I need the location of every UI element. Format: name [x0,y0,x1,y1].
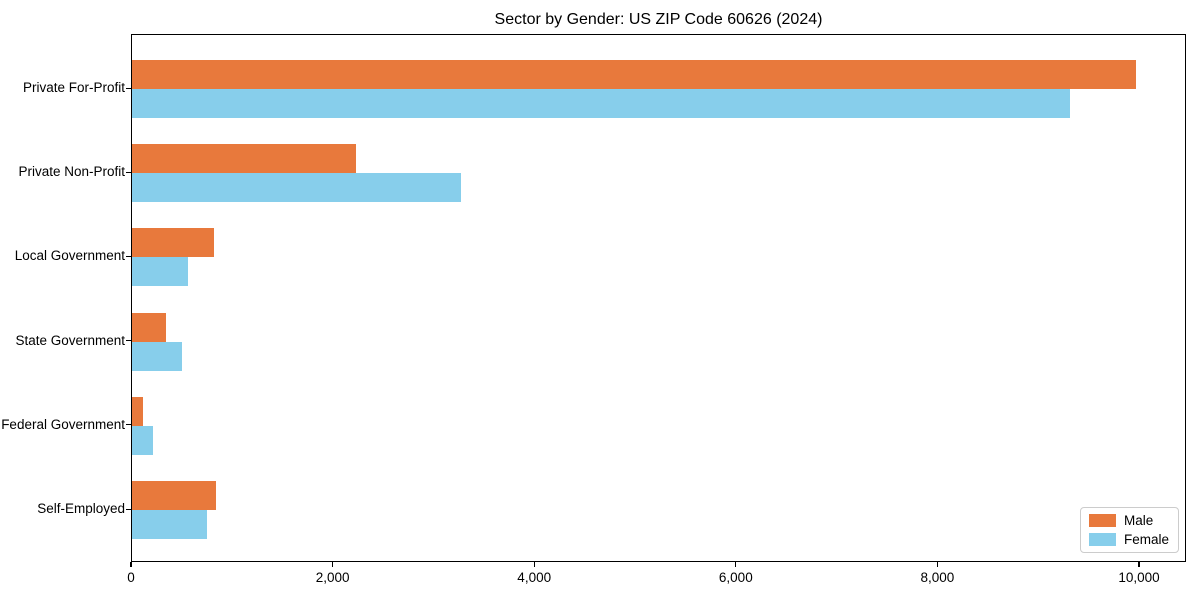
x-tick-mark [1138,562,1140,567]
category-label: Local Government [14,248,125,264]
bar-male-federal-government [132,396,144,426]
bar-male-self-employed [132,481,217,510]
x-tick-label: 4,000 [517,570,552,585]
x-tick-mark [332,562,334,567]
bar-female-private-for-profit [132,89,1070,118]
x-tick-label: 10,000 [1118,570,1160,585]
y-axis-labels: Private For-Profit Private Non-Profit Loca… [0,0,125,600]
category-label: Private For-Profit [22,80,125,95]
bars-layer [132,35,1185,561]
category-label: Private Non-Profit [18,164,125,180]
bar-male-private-for-profit [132,60,1136,89]
male-color-swatch [1088,514,1116,527]
legend: Male Female [1079,507,1179,553]
x-tick-label: 6,000 [718,570,753,585]
bar-female-federal-government [132,425,154,455]
legend-label: Female [1123,532,1169,547]
x-tick-mark [936,562,938,567]
category-label: State Government [15,332,125,348]
bar-female-self-employed [132,510,208,539]
x-tick-label: 0 [127,570,135,585]
x-tick-label: 8,000 [920,570,955,585]
x-tick-mark [130,562,132,567]
bar-male-private-non-profit [132,144,357,174]
category-label: Federal Government [1,416,125,432]
x-tick-label: 2,000 [315,570,350,585]
bar-male-state-government [132,312,167,342]
legend-label: Male [1123,513,1154,528]
category-label: Self-Employed [37,501,125,516]
chart-title: Sector by Gender: US ZIP Code 60626 (202… [494,11,823,28]
legend-item-male: Male [1088,513,1169,528]
bar-male-local-government [132,228,215,258]
legend-item-female: Female [1088,532,1169,547]
x-tick-mark [735,562,737,567]
x-tick-mark [533,562,535,567]
female-color-swatch [1088,533,1116,546]
plot-area: Male Female [131,34,1186,562]
bar-female-local-government [132,257,188,287]
bar-female-private-non-profit [132,173,462,203]
bar-female-state-government [132,341,183,371]
